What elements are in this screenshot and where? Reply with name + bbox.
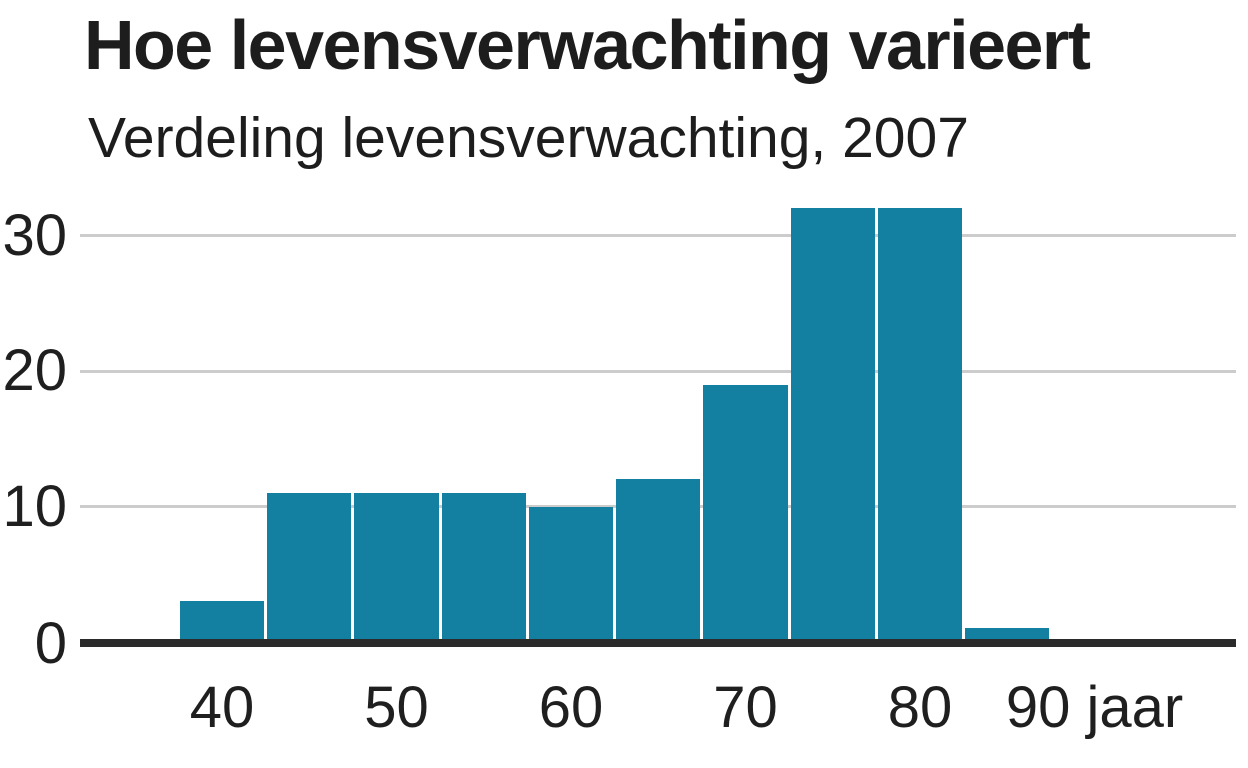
histogram-bar[interactable]	[703, 384, 788, 642]
x-axis-tick-label: 70	[713, 675, 778, 740]
y-axis-tick-label: 10	[2, 473, 67, 539]
x-axis-tick-label: 90 jaar	[1005, 675, 1184, 740]
histogram-bar[interactable]	[179, 601, 265, 642]
histogram-bar[interactable]	[267, 492, 352, 642]
histogram-bar[interactable]	[354, 492, 439, 642]
histogram-bar[interactable]	[877, 208, 963, 642]
x-axis-tick-label: 50	[364, 675, 429, 740]
chart-subtitle: Verdeling levensverwachting, 2007	[88, 106, 969, 170]
histogram-bar[interactable]	[616, 479, 701, 642]
y-axis-tick-label: 0	[34, 611, 67, 676]
y-axis-tick-label: 20	[2, 338, 67, 403]
histogram-bar[interactable]	[965, 628, 1050, 642]
x-axis-line	[80, 639, 1236, 647]
y-axis-tick-label: 30	[2, 202, 67, 268]
histogram-bar[interactable]	[441, 492, 526, 642]
histogram-bar[interactable]	[528, 506, 614, 642]
histogram-bar[interactable]	[790, 208, 875, 642]
x-axis-tick-label: 80	[887, 675, 953, 740]
y-gridline	[80, 369, 1236, 373]
chart-title: Hoe levensverwachting varieert	[84, 6, 1091, 84]
x-axis-tick-label: 60	[538, 675, 604, 740]
x-axis-tick-label: 40	[189, 675, 255, 740]
y-gridline	[80, 234, 1236, 237]
